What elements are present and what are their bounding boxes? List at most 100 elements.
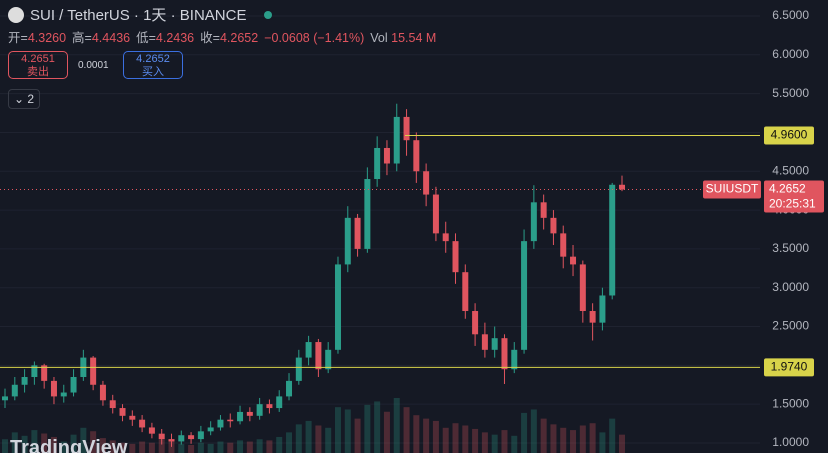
sell-label: 卖出 [27,66,49,78]
level-label: 1.9740 [771,360,808,374]
volume-bar [383,411,390,453]
y-tick-label: 3.0000 [772,280,809,294]
candle-body [21,376,28,385]
y-tick-label: 5.5000 [772,86,809,100]
volume-bar [129,443,136,453]
y-tick-label: 1.5000 [772,396,809,410]
volume-bar [188,444,195,453]
candle-body [452,241,459,273]
candle-body [354,217,361,249]
symbol-box [703,180,761,199]
ohlc-value: 4.2436 [155,31,195,45]
candle-body [168,439,175,442]
candle-body [413,140,420,172]
volume-bar [570,430,577,453]
volume-bar [560,427,567,453]
ohlc-key: 低= [136,31,156,45]
volume-bar [579,425,586,453]
volume-bar [90,431,97,453]
candle-body [393,116,400,164]
candle-body [570,256,577,265]
level-label-box [764,358,814,377]
y-tick-label: 2.5000 [772,319,809,333]
ohlc-key: 收= [200,31,220,45]
candle-body [276,396,283,409]
volume-bar [80,427,87,453]
candle-body [227,419,234,422]
volume-bar [237,440,244,453]
buy-button[interactable]: 4.2652 买入 [123,51,183,79]
volume-bar [452,423,459,453]
volume-bar [31,430,38,453]
candle-body [599,295,606,323]
candle-body [560,233,567,257]
volume-bar [197,442,204,453]
candle-body [589,311,596,323]
candle-body [237,411,244,422]
volume-bar [344,409,351,453]
ohlc-value: 4.2652 [219,31,259,45]
level-label-box [764,126,814,145]
candle-body [374,147,381,180]
candle-body [286,380,293,397]
volume-bar [481,432,488,453]
buy-price: 4.2652 [136,53,170,65]
volume-bar [246,441,253,453]
candle-body [403,116,410,141]
candle-body [158,433,165,440]
volume-bar [50,436,57,453]
ohlc-value: 4.4436 [91,31,131,45]
symbol-label: SUIUSDT [706,182,759,196]
candle-body [178,435,185,442]
candle-body [50,380,57,397]
ohlc-key: 高= [72,31,92,45]
status-dot [264,10,273,19]
volume-bar [217,441,224,453]
ohlc-key: 开= [8,31,28,45]
volume-bar [540,418,547,453]
volume-bar [139,441,146,453]
volume-bar [207,443,214,453]
volume-bar [99,438,106,453]
volume-bar [109,440,116,453]
candle-body [256,404,263,416]
volume-bar [442,427,449,453]
sell-button[interactable]: 4.2651 卖出 [8,51,68,79]
candle-body [217,419,224,428]
chart-title: SUI / TetherUS · 1天 · BINANCE [30,7,247,24]
level-label: 4.9600 [771,128,808,142]
last-price-label: 4.2652 [769,182,806,196]
coin-icon [8,6,24,23]
volume-bar [41,433,48,453]
volume-bar [423,418,430,453]
y-tick-label: 6.5000 [772,8,809,22]
volume-bar [21,435,28,453]
candle-body [305,342,312,358]
volume-bar [158,439,165,453]
candle-body [423,171,430,195]
candle-body [2,396,8,401]
candle-body [188,435,195,440]
volume-bar [393,398,400,453]
candle-body [540,202,547,218]
candle-body [129,415,136,420]
indicator-toggle[interactable]: ⌄ 2 [8,89,40,109]
candle-body [90,357,97,385]
candle-body [550,217,557,234]
header: SUI / TetherUS · 1天 · BINANCE [8,4,273,25]
volume-bar [70,434,77,453]
candle-body [383,147,390,164]
ohlc-legend: 开=4.3260 高=4.4436 低=4.2436 收=4.2652 −0.0608 … [8,27,442,46]
y-tick-label: 3.5000 [772,241,809,255]
candle-body [11,384,18,397]
volume-bar [266,440,273,453]
volume-bar [60,441,67,453]
candle-body [109,400,116,409]
volume-bar [472,428,479,453]
volume-bar [276,436,283,453]
spread: 0.0001 [78,60,109,71]
candle-body [481,334,488,350]
candle-body [99,384,106,401]
volume-bar [462,425,469,453]
